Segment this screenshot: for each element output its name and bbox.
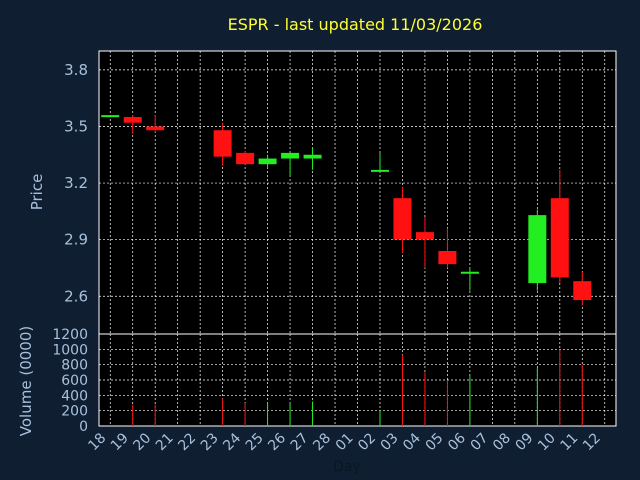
day-tick-label: 03 — [378, 430, 402, 454]
candle-body — [438, 250, 457, 265]
day-tick-label: 11 — [557, 430, 581, 454]
day-tick-label: 24 — [220, 430, 244, 454]
day-tick-label: 26 — [265, 430, 289, 454]
day-tick-label: 02 — [355, 430, 379, 454]
price-tick-label: 2.9 — [64, 231, 88, 249]
candle-body — [236, 152, 255, 165]
candle-body — [550, 198, 569, 278]
price-tick-label: 3.2 — [64, 174, 88, 192]
day-tick-label: 07 — [468, 430, 492, 454]
day-tick-label: 27 — [288, 430, 312, 454]
day-tick-label: 18 — [85, 430, 109, 454]
chart-title: ESPR - last updated 11/03/2026 — [228, 15, 483, 34]
day-tick-label: 06 — [445, 430, 469, 454]
day-tick-label: 28 — [310, 430, 334, 454]
candle-layer — [101, 115, 592, 306]
candle-body — [393, 198, 412, 240]
day-tick-label: 25 — [243, 430, 267, 454]
price-tick-label: 3.8 — [64, 61, 88, 79]
day-tick-label: 05 — [423, 430, 447, 454]
volume-tick-label: 1000 — [52, 342, 88, 358]
price-axis-label: Price — [28, 174, 46, 211]
candle-body — [370, 169, 389, 172]
volume-tick-label: 400 — [61, 388, 88, 404]
day-tick-label: 09 — [513, 430, 537, 454]
price-tick-labels: 3.8 3.5 3.2 2.9 2.6 — [64, 61, 88, 305]
price-tick-label: 3.5 — [64, 117, 88, 135]
volume-layer — [132, 349, 583, 426]
volume-tick-label: 1200 — [52, 327, 88, 343]
volume-tick-label: 600 — [61, 373, 88, 389]
candle-body — [528, 215, 547, 284]
day-tick-label: 12 — [580, 430, 604, 454]
candle-body — [123, 117, 142, 123]
candle-body — [573, 281, 592, 301]
day-tick-label: 22 — [175, 430, 199, 454]
candle-body — [415, 232, 434, 240]
day-tick-label: 08 — [490, 430, 514, 454]
day-tick-label: 01 — [333, 430, 357, 454]
candle-body — [101, 115, 120, 118]
day-tick-labels: 1819202122232425262728010203040506070809… — [85, 430, 603, 454]
candle-body — [213, 130, 232, 157]
volume-axis-label: Volume (0000) — [17, 326, 35, 436]
day-tick-label: 04 — [400, 430, 424, 454]
day-tick-label: 20 — [130, 430, 154, 454]
candle-body — [258, 158, 277, 165]
volume-tick-label: 200 — [61, 404, 88, 420]
day-tick-label: 19 — [108, 430, 132, 454]
candle-body — [146, 126, 165, 131]
candle-body — [281, 152, 300, 159]
candle-body — [460, 271, 479, 274]
volume-tick-label: 0 — [79, 419, 88, 435]
day-tick-label: 23 — [198, 430, 222, 454]
day-tick-label: 21 — [153, 430, 177, 454]
volume-tick-label: 800 — [61, 358, 88, 374]
candle-body — [303, 154, 322, 159]
day-axis-label: Day — [333, 459, 361, 475]
price-tick-label: 2.6 — [64, 287, 88, 305]
day-tick-label: 10 — [535, 430, 559, 454]
